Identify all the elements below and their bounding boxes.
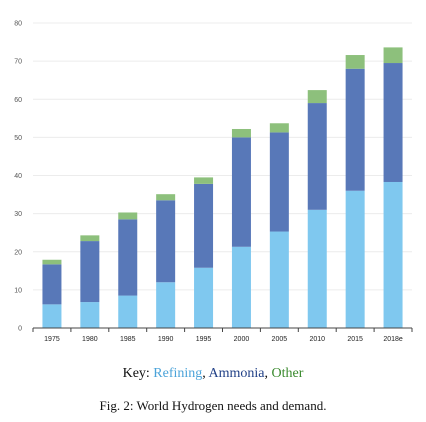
- y-tick-label: 30: [14, 211, 22, 218]
- y-tick-label: 60: [14, 97, 22, 104]
- x-tick-label: 2018e: [383, 336, 403, 343]
- x-tick-label: 1975: [44, 336, 60, 343]
- bar-refining-1990: [156, 282, 176, 328]
- bar-other-2018e: [383, 47, 403, 64]
- x-tick-label: 1980: [82, 336, 98, 343]
- bar-ammonia-2018e: [383, 63, 403, 182]
- bar-ammonia-1985: [118, 219, 138, 296]
- key-item-refining: Refining: [153, 366, 203, 381]
- figure-caption: Fig. 2: World Hydrogen needs and demand.: [99, 398, 327, 413]
- x-tick-label: 2010: [309, 336, 325, 343]
- bar-refining-1980: [80, 302, 100, 328]
- legend-key: Key: Refining, Ammonia, Other: [0, 366, 426, 382]
- bar-other-1990: [156, 194, 176, 201]
- bar-refining-2018e: [383, 181, 403, 328]
- bar-ammonia-1975: [42, 264, 62, 305]
- bar-other-2005: [269, 123, 289, 133]
- y-tick-label: 80: [14, 21, 22, 28]
- bar-ammonia-2005: [269, 132, 289, 232]
- bar-ammonia-1995: [194, 183, 214, 268]
- key-sep: ,: [202, 366, 209, 381]
- y-tick-label: 70: [14, 59, 22, 66]
- x-tick-label: 1985: [120, 336, 136, 343]
- key-item-ammonia: Ammonia: [208, 366, 265, 381]
- bar-other-2015: [345, 55, 365, 69]
- bar-other-1975: [42, 259, 62, 265]
- bar-refining-2015: [345, 190, 365, 328]
- x-tick-label: 1990: [158, 336, 174, 343]
- x-tick-label: 2005: [272, 336, 288, 343]
- bar-ammonia-1990: [156, 200, 176, 283]
- bar-other-1995: [194, 177, 214, 184]
- bar-other-2000: [231, 128, 251, 138]
- bar-other-2010: [307, 90, 327, 104]
- x-axis-ticks: 1975 1980 1985 1990 1995 2000 2005 2010 2015 2018…: [32, 328, 413, 343]
- y-tick-label: 50: [14, 135, 22, 142]
- y-tick-label: 40: [14, 173, 22, 180]
- bar-refining-1995: [194, 267, 214, 328]
- bar-ammonia-2015: [345, 68, 365, 191]
- bar-ammonia-2000: [231, 137, 251, 247]
- bar-other-1980: [80, 235, 100, 242]
- bars: [42, 47, 403, 328]
- x-tick-label: 2015: [347, 336, 363, 343]
- bar-other-1985: [118, 212, 138, 220]
- bar-ammonia-1980: [80, 241, 100, 303]
- y-tick-label: 10: [14, 287, 22, 294]
- stacked-bar-chart: 0 10 20 30 40 50 60 70 80 1975 1980 1985 1990 1995 20…: [14, 21, 413, 343]
- bar-refining-2005: [269, 231, 289, 328]
- y-axis-ticks: 0 10 20 30 40 50 60 70 80: [14, 21, 22, 333]
- y-tick-label: 0: [18, 326, 22, 333]
- key-item-other: Other: [271, 366, 304, 381]
- x-tick-label: 1995: [196, 336, 212, 343]
- bar-refining-1985: [118, 295, 138, 328]
- bar-ammonia-2010: [307, 103, 327, 210]
- key-sep: ,: [264, 366, 272, 381]
- key-prefix: Key:: [122, 366, 154, 381]
- x-tick-label: 2000: [234, 336, 250, 343]
- y-tick-label: 20: [14, 249, 22, 256]
- bar-refining-1975: [42, 304, 62, 328]
- bar-refining-2000: [231, 246, 251, 328]
- bar-refining-2010: [307, 209, 327, 328]
